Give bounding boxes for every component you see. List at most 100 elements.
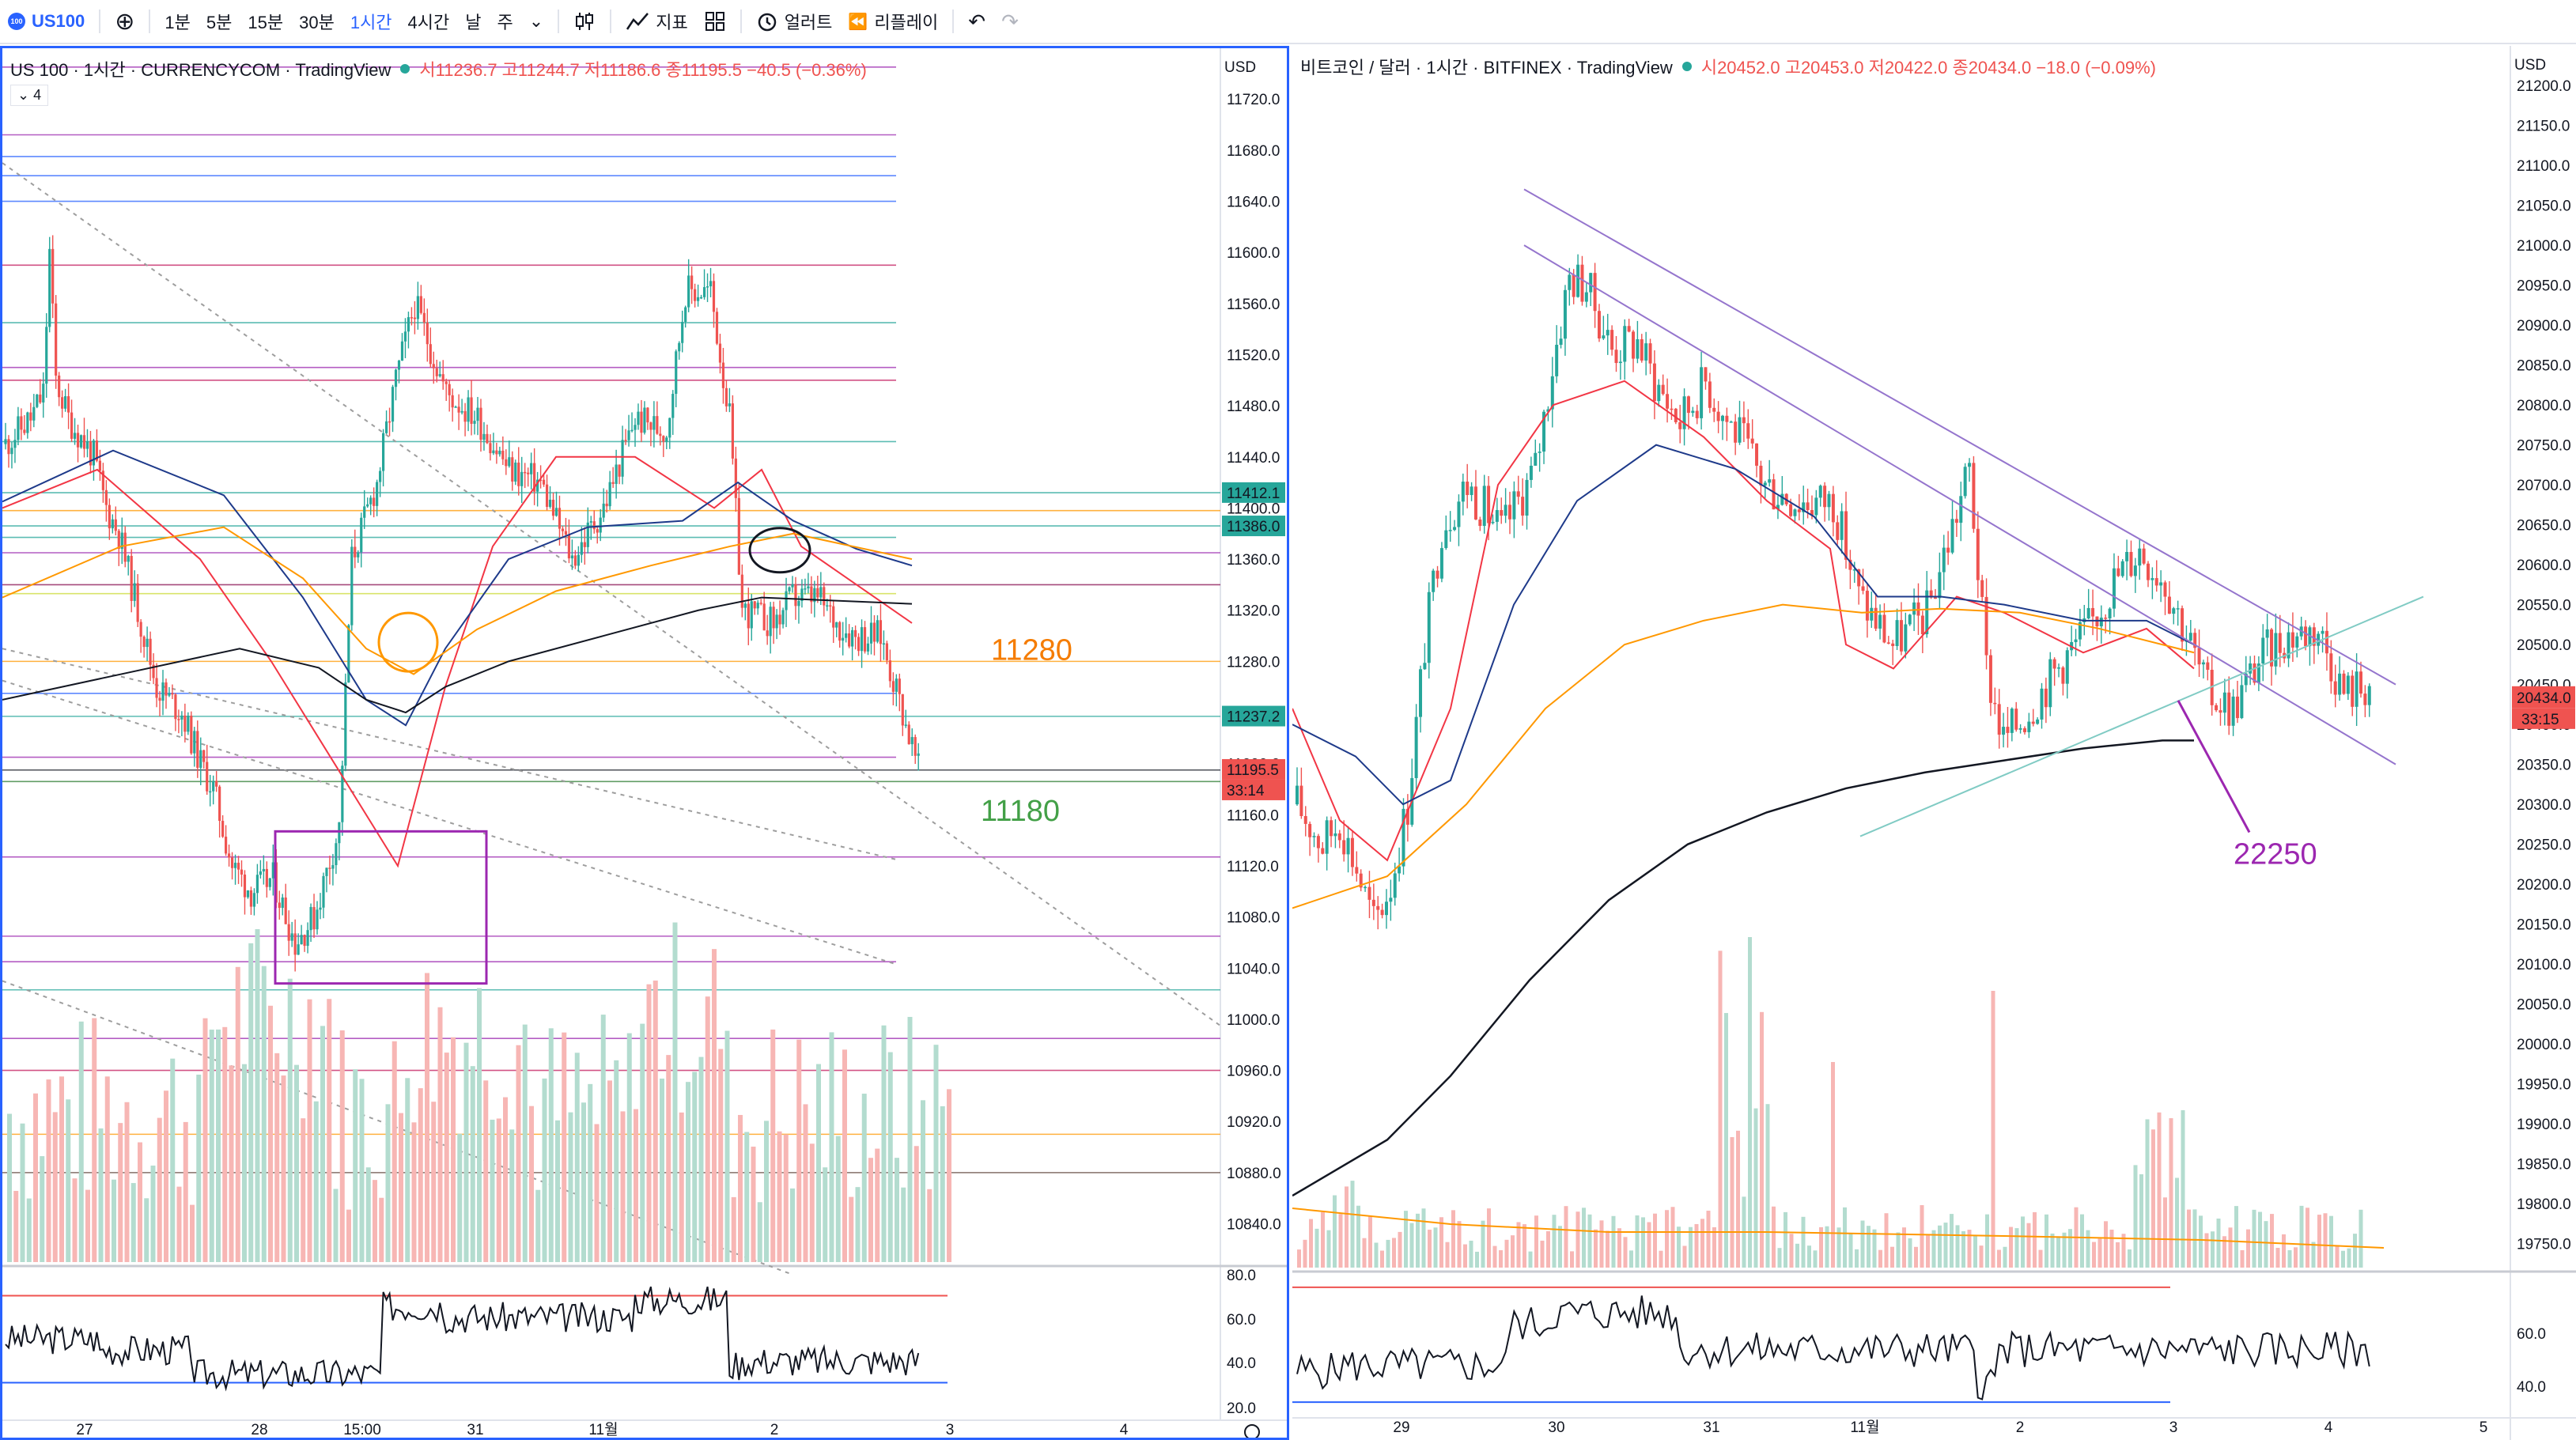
volume-bar (255, 929, 260, 1262)
left-chart-canvas[interactable]: 11280 11180 11720.0 11680.0 11640.0 11600.0 11… (2, 48, 1287, 1440)
price-tick-label: 11600.0 (1227, 245, 1280, 262)
candle-body (800, 588, 804, 601)
candle-body (287, 924, 290, 941)
indicators-button[interactable]: 지표 (618, 0, 695, 43)
interval-30m[interactable]: 30분 (299, 13, 335, 32)
candle-body (756, 603, 759, 609)
candle-body (1874, 607, 1878, 629)
candle-body (1316, 836, 1320, 849)
volume-bar (1700, 1219, 1704, 1268)
volume-bar (405, 1078, 410, 1262)
candle-body (2065, 650, 2069, 684)
volume-bar (600, 1015, 606, 1262)
volume-bar (112, 1179, 116, 1262)
price-tick-label: 20600.0 (2517, 557, 2571, 574)
volume-bar (1564, 1206, 1568, 1268)
volume-bar (379, 1197, 384, 1262)
interval-4h[interactable]: 4시간 (407, 13, 450, 32)
price-tick-label: 20050.0 (2517, 997, 2571, 1014)
candle-body (1589, 273, 1593, 293)
candle-body (1993, 702, 1997, 705)
candle-body (2181, 608, 2184, 642)
price-tick-label: 20150.0 (2517, 917, 2571, 934)
volume-bar (1309, 1219, 1313, 1268)
volume-bar (705, 996, 710, 1262)
candle-body (120, 532, 123, 550)
volume-bar (1938, 1225, 1942, 1268)
price-tag-label: 33:14 (1227, 783, 1265, 799)
volume-bar (2258, 1211, 2262, 1268)
candle-body (2206, 662, 2210, 670)
candle-body (82, 435, 86, 449)
candle-body (127, 556, 130, 562)
candle-body (422, 312, 426, 323)
candle-body (766, 630, 769, 637)
interval-week[interactable]: 주 (497, 13, 513, 32)
volume-bar (751, 1147, 756, 1262)
indicator-toggle[interactable]: ⌄ 4 (10, 85, 49, 106)
volume-bar (1736, 1130, 1740, 1268)
price-tick-label: 11040.0 (1227, 961, 1280, 977)
candle-body (2188, 633, 2192, 641)
candle-body (1559, 338, 1563, 346)
ma-fast-line (2, 455, 913, 868)
left-chart-title: US 100 · 1시간 · CURRENCYCOM · TradingView (10, 60, 392, 80)
undo-button[interactable]: ↶ (960, 0, 993, 43)
chart-type-button[interactable] (566, 0, 603, 43)
right-chart-canvas[interactable]: 22250 21200.0 21150.0 21100.0 21050.0 21000.0… (1292, 46, 2576, 1440)
volume-bar (59, 1076, 64, 1262)
candle-body (750, 601, 753, 629)
interval-dropdown[interactable]: ⌄ (521, 0, 551, 43)
volume-bar (2009, 1226, 2013, 1268)
volume-bar (444, 1053, 449, 1262)
interval-15m[interactable]: 15분 (248, 13, 284, 32)
redo-icon: ↷ (1001, 9, 1019, 33)
volume-bar (1973, 1235, 1977, 1268)
interval-1h[interactable]: 1시간 (350, 13, 392, 32)
candle-body (851, 629, 854, 647)
redo-button[interactable]: ↷ (993, 0, 1027, 43)
candle-body (1708, 381, 1712, 408)
candle-body (476, 407, 479, 421)
candle-body (479, 407, 482, 440)
volume-bar (46, 1079, 51, 1262)
candle-body (848, 633, 851, 647)
candle-body (533, 463, 536, 492)
price-tag-label: 11386.0 (1227, 519, 1280, 535)
candle-body (775, 614, 778, 629)
volume-bar (1855, 1249, 1859, 1268)
candle-body (615, 464, 618, 484)
volume-bar (588, 1083, 593, 1262)
right-chart-pane[interactable]: 비트코인 / 달러 · 1시간 · BITFINEX · TradingView… (1292, 46, 2576, 1440)
interval-1m[interactable]: 1분 (165, 13, 191, 32)
candle-body (649, 422, 653, 430)
alerts-button[interactable]: 얼러트 (748, 0, 841, 43)
interval-day[interactable]: 날 (465, 13, 482, 32)
candle-body (1976, 528, 1980, 580)
settings-gear-icon[interactable] (1244, 1424, 1260, 1439)
candle-body (1432, 570, 1436, 592)
left-chart-pane[interactable]: US 100 · 1시간 · CURRENCYCOM · TradingView… (0, 46, 1289, 1440)
candle-body (1401, 808, 1405, 867)
volume-bar (1860, 1220, 1865, 1268)
price-tick-label: 11720.0 (1227, 92, 1280, 108)
candle-body (149, 638, 152, 665)
volume-bar (692, 1071, 698, 1262)
volume-bar (287, 978, 293, 1262)
symbol-selector[interactable]: 100 US100 (0, 0, 93, 43)
layout-button[interactable] (696, 0, 734, 43)
volume-bar (1659, 1250, 1663, 1268)
volume-bar (164, 1090, 168, 1262)
volume-bar (2246, 1229, 2250, 1268)
replay-button[interactable]: ⏪ 리플레이 (840, 0, 946, 43)
candle-body (70, 412, 74, 439)
interval-5m[interactable]: 5분 (206, 13, 233, 32)
candle-body (819, 587, 823, 598)
volume-bar (399, 1113, 403, 1262)
volume-bar (1843, 1207, 1847, 1268)
candle-body (671, 394, 675, 418)
candles-icon (576, 13, 594, 30)
volume-bar (2264, 1221, 2268, 1268)
candle-body (1419, 669, 1423, 717)
compare-add-button[interactable]: ⊕ (107, 0, 142, 43)
